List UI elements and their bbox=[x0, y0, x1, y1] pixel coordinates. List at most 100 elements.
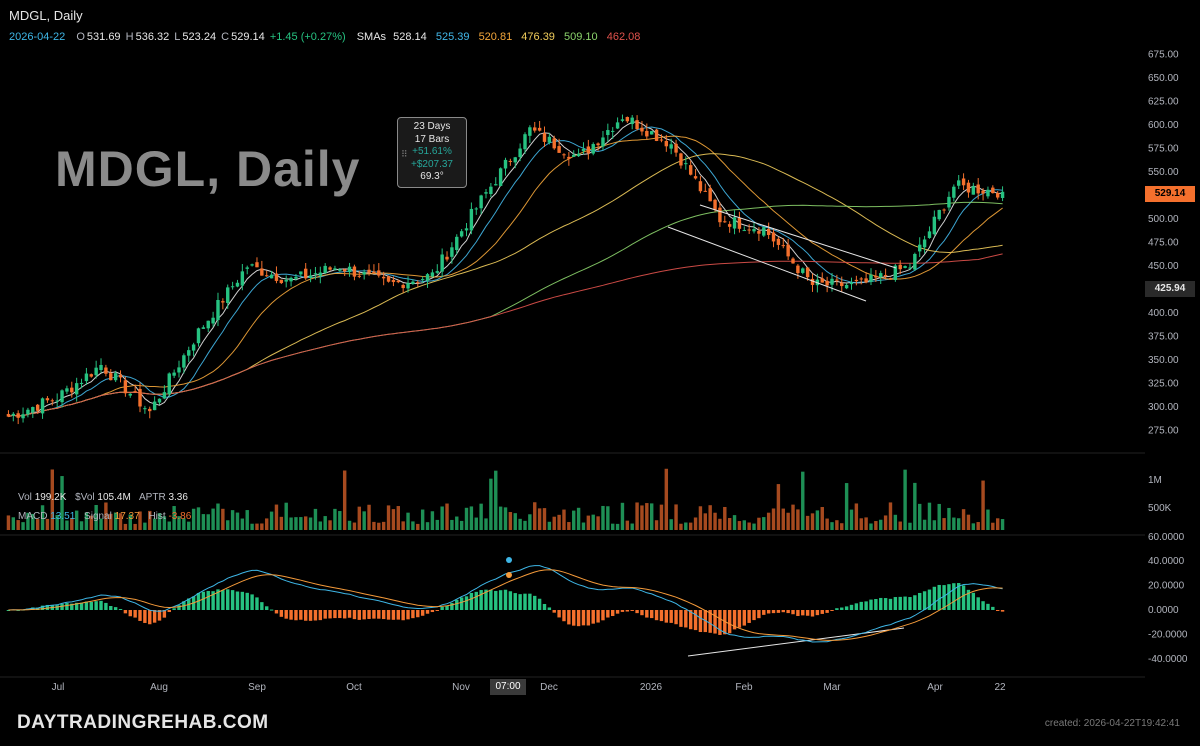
volume-bar bbox=[352, 522, 357, 530]
volume-bar bbox=[221, 508, 225, 530]
macd-hist-bar bbox=[762, 610, 766, 615]
time-axis-label: Mar bbox=[823, 682, 841, 693]
macd-hist-bar bbox=[498, 590, 503, 610]
candle-body bbox=[411, 281, 415, 284]
candle-body bbox=[152, 401, 157, 411]
volume-bar bbox=[255, 523, 259, 530]
candle-body bbox=[766, 229, 771, 235]
volume-bar bbox=[640, 505, 644, 530]
volume-bar bbox=[893, 514, 898, 530]
sma3-value: 520.81 bbox=[478, 31, 513, 43]
macd-hist-bar bbox=[99, 600, 103, 610]
macd-hist-bar bbox=[6, 610, 11, 611]
candle-body bbox=[961, 178, 966, 186]
macd-hist-bar bbox=[60, 603, 64, 610]
macd-hist-bar bbox=[757, 610, 761, 619]
time-axis-label: Sep bbox=[248, 682, 266, 693]
candle-body bbox=[230, 286, 235, 288]
signal-marker bbox=[506, 572, 512, 578]
macd-hist-bar bbox=[508, 591, 513, 610]
volume-bar bbox=[752, 523, 756, 530]
candle-body bbox=[386, 276, 391, 282]
macd-hist-bar bbox=[766, 610, 771, 614]
volume-bar bbox=[362, 511, 366, 530]
brand-logo: DAYTRADINGREHAB.COM bbox=[17, 712, 269, 733]
candle-body bbox=[654, 129, 659, 141]
volume-bar bbox=[776, 484, 781, 530]
candle-body bbox=[425, 274, 430, 281]
time-axis-label: Nov bbox=[452, 682, 470, 693]
volume-bar bbox=[932, 520, 937, 530]
sma-20-line bbox=[8, 135, 1003, 418]
candle-body bbox=[109, 373, 113, 381]
candle-body bbox=[991, 187, 995, 194]
candle-body bbox=[922, 239, 927, 248]
drag-handle-icon[interactable]: ⠿ bbox=[401, 149, 408, 159]
volume-bar bbox=[840, 523, 844, 530]
macd-hist-bar bbox=[961, 585, 966, 610]
volume-bar bbox=[498, 506, 503, 530]
time-axis-label: 22 bbox=[994, 682, 1006, 693]
macd-hist-bar bbox=[723, 610, 727, 635]
volume-bar bbox=[898, 521, 902, 530]
volume-bar bbox=[679, 523, 683, 530]
candle-body bbox=[518, 148, 522, 158]
candle-body bbox=[752, 229, 756, 232]
candle-body bbox=[143, 408, 147, 410]
macd-hist-bar bbox=[630, 610, 634, 611]
macd-hist-bar bbox=[445, 605, 449, 610]
macd-hist-bar bbox=[611, 610, 615, 617]
candle-body bbox=[771, 232, 776, 242]
macd-hist-bar bbox=[206, 590, 210, 610]
legend-date: 2026-04-22 bbox=[9, 31, 66, 43]
volume-bar bbox=[372, 521, 376, 530]
candle-body bbox=[562, 154, 566, 156]
candle-body bbox=[318, 272, 323, 276]
sma5-value: 509.10 bbox=[564, 31, 598, 43]
macd-hist-bar bbox=[94, 601, 98, 610]
candle-body bbox=[89, 374, 93, 377]
volume-bar bbox=[196, 507, 201, 530]
volume-bar bbox=[157, 513, 162, 530]
macd-hist-bar bbox=[688, 610, 693, 630]
candle-body bbox=[708, 188, 712, 202]
volume-bar bbox=[537, 508, 542, 530]
candle-body bbox=[732, 217, 737, 229]
candle-body bbox=[698, 181, 703, 192]
volume-bar bbox=[265, 518, 269, 530]
candle-body bbox=[338, 269, 342, 271]
volume-bar bbox=[547, 521, 552, 530]
volume-bar bbox=[143, 522, 147, 530]
macd-hist-bar bbox=[859, 601, 863, 610]
price-axis-label: 575.00 bbox=[1148, 144, 1179, 155]
candle-body bbox=[177, 367, 181, 373]
candle-body bbox=[401, 284, 405, 289]
macd-axis-label: -20.0000 bbox=[1148, 629, 1188, 640]
candle-body bbox=[966, 182, 971, 193]
volume-bar bbox=[1000, 519, 1005, 530]
price-axis-label: 625.00 bbox=[1148, 97, 1179, 108]
macd-hist-bar bbox=[986, 603, 990, 610]
sma4-value: 476.39 bbox=[521, 31, 555, 43]
macd-hist-bar bbox=[450, 602, 454, 610]
measure-tooltip[interactable]: ⠿ 23 Days 17 Bars +51.61% +$207.37 69.3° bbox=[397, 117, 467, 188]
candle-body bbox=[688, 165, 693, 175]
legend-close: 529.14 bbox=[231, 31, 265, 43]
candle-body bbox=[591, 144, 595, 154]
candle-body bbox=[104, 367, 108, 374]
volume-bar bbox=[796, 509, 800, 530]
macd-hist-bar bbox=[737, 610, 742, 628]
macd-hist-bar bbox=[649, 610, 654, 619]
macd-hist-bar bbox=[815, 610, 820, 616]
volume-bar bbox=[635, 502, 639, 530]
macd-hist-bar bbox=[269, 609, 274, 611]
macd-hist-bar bbox=[352, 610, 357, 620]
candle-body bbox=[703, 190, 708, 192]
macd-hist-bar bbox=[922, 591, 927, 610]
volume-bar bbox=[89, 515, 93, 530]
candle-body bbox=[874, 275, 878, 278]
volume-bar bbox=[104, 502, 108, 530]
volume-bar bbox=[489, 478, 493, 530]
candle-body bbox=[328, 267, 332, 270]
